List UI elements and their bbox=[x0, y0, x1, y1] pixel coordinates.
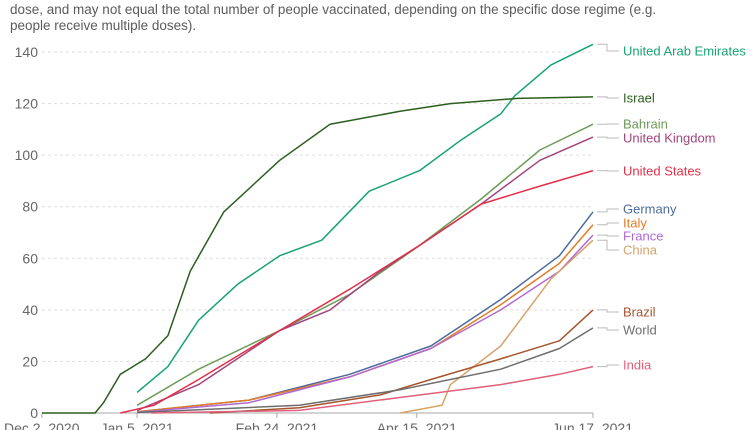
series-line-italy bbox=[137, 224, 594, 413]
series-label: United Kingdom bbox=[623, 131, 716, 146]
subtitle-line-1: dose, and may not equal the total number… bbox=[10, 2, 657, 17]
series-line-india bbox=[151, 365, 594, 414]
y-tick-label: 40 bbox=[22, 302, 38, 318]
series-label: China bbox=[623, 243, 658, 258]
series-line-world bbox=[137, 327, 594, 414]
series-line-united-states bbox=[120, 169, 594, 414]
label-connector bbox=[597, 364, 619, 368]
y-tick-label: 80 bbox=[22, 199, 38, 215]
label-connector bbox=[597, 208, 619, 213]
x-tick-label: Apr 15, 2021 bbox=[377, 420, 457, 430]
series-line-bahrain bbox=[136, 123, 594, 406]
series-line-united-kingdom bbox=[136, 136, 594, 412]
series-label: United States bbox=[623, 164, 702, 179]
series-line-brazil bbox=[209, 309, 594, 414]
series-label: United Arab Emirates bbox=[623, 44, 746, 59]
series-label: Bahrain bbox=[623, 117, 668, 132]
label-connector bbox=[597, 222, 619, 226]
series-line-china bbox=[399, 239, 594, 414]
series-line-france bbox=[137, 234, 594, 413]
series-label: World bbox=[623, 323, 657, 338]
series-label: Germany bbox=[623, 202, 677, 217]
x-tick-label: Dec 2, 2020 bbox=[4, 420, 80, 430]
y-tick-label: 60 bbox=[22, 250, 38, 266]
series-line-united-arab-emirates bbox=[136, 43, 594, 393]
label-connector bbox=[597, 43, 619, 52]
label-connector bbox=[597, 136, 619, 139]
series-line-germany bbox=[137, 211, 594, 413]
label-connector bbox=[597, 234, 619, 237]
series-label: Brazil bbox=[623, 305, 656, 320]
series-label: Italy bbox=[623, 216, 647, 231]
y-tick-label: 100 bbox=[15, 147, 39, 163]
label-connector bbox=[597, 239, 619, 251]
series-label: France bbox=[623, 229, 663, 244]
series-line-israel bbox=[42, 96, 594, 414]
y-tick-label: 0 bbox=[30, 405, 38, 421]
label-connector bbox=[597, 309, 619, 313]
label-connector bbox=[597, 96, 619, 99]
y-tick-label: 120 bbox=[15, 96, 39, 112]
y-tick-label: 140 bbox=[15, 44, 39, 60]
series-label: Israel bbox=[623, 91, 655, 106]
x-tick-label: Jun 17, 2021 bbox=[552, 420, 633, 430]
y-tick-label: 20 bbox=[22, 353, 38, 369]
series-label: India bbox=[623, 358, 652, 373]
subtitle-line-2: people receive multiple doses). bbox=[10, 18, 197, 33]
x-tick-label: Jan 5, 2021 bbox=[101, 420, 174, 430]
label-connector bbox=[597, 327, 619, 331]
x-tick-label: Feb 24, 2021 bbox=[236, 420, 319, 430]
